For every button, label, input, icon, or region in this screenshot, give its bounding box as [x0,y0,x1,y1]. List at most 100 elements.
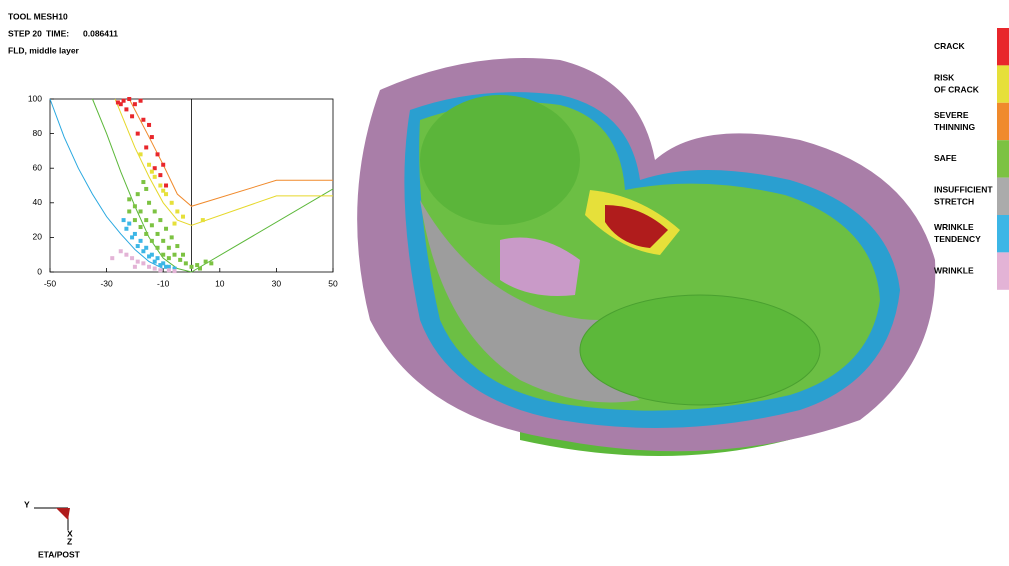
fld-curve [115,99,333,225]
strain-point [173,253,177,257]
strain-point [156,232,160,236]
strain-point [136,260,140,264]
strain-point [181,215,185,219]
fld-curve [92,99,333,272]
strain-point [144,145,148,149]
strain-point [153,175,157,179]
x-tick-label: -50 [44,278,57,288]
strain-point [158,268,162,272]
strain-point [133,232,137,236]
y-tick-label: 20 [33,232,43,242]
subtitle: FLD, middle layer [8,45,80,55]
strain-point [147,123,151,127]
strain-point [127,209,131,213]
y-tick-label: 60 [33,162,43,172]
strain-point [190,265,194,269]
legend-swatch [997,215,1009,252]
strain-point [133,265,137,269]
legend-label: RISK [934,72,955,82]
strain-point [139,239,143,243]
strain-point [141,261,145,265]
strain-point [158,218,162,222]
strain-point [161,163,165,167]
strain-point [119,102,123,106]
strain-point [158,173,162,177]
strain-point [141,118,145,122]
triad-y-label: Y [24,499,30,509]
strain-point [122,218,126,222]
strain-point [150,253,154,257]
strain-point [130,256,134,260]
strain-point [195,263,199,267]
strain-point [136,132,140,136]
legend-swatch [997,178,1009,215]
fld-curve [129,99,333,206]
strain-point [156,256,160,260]
floor [580,295,820,405]
strain-point [139,152,143,156]
triad-marker [56,508,70,520]
strain-point [139,225,143,229]
x-tick-label: -10 [157,278,170,288]
strain-point [147,201,151,205]
time-value: 0.086411 [83,28,118,38]
strain-point [144,232,148,236]
legend-label: WRINKLE [934,265,974,275]
strain-point [133,102,137,106]
legend-swatch [997,252,1009,289]
strain-point [170,235,174,239]
strain-point [133,218,137,222]
strain-point [139,99,143,103]
strain-point [153,209,157,213]
y-tick-label: 100 [28,93,42,103]
fld-curve [50,99,163,269]
strain-point [164,192,168,196]
strain-point [147,163,151,167]
screen: TOOL MESH10 STEP 20 TIME: 0.086411 FLD, … [0,0,1009,561]
strain-point [161,261,165,265]
strain-point [130,114,134,118]
strain-point [164,184,168,188]
strain-point [204,260,208,264]
strain-point [167,268,171,272]
legend-label: THINNING [934,122,975,132]
legend-swatch [997,103,1009,140]
step-label: STEP 20 [8,28,42,38]
strain-point [161,253,165,257]
strain-point [144,246,148,250]
legend-swatch [997,140,1009,177]
part-render [357,58,935,456]
dome [420,95,580,225]
legend-label: SAFE [934,153,957,163]
strain-point [127,197,131,201]
legend-label: CRACK [934,41,966,51]
strain-point [175,244,179,248]
legend-label: INSUFFICIENT [934,185,993,195]
strain-point [167,256,171,260]
strain-point [153,166,157,170]
strain-point [127,97,131,101]
strain-point [153,267,157,271]
strain-point [141,180,145,184]
strain-point [173,222,177,226]
x-tick-label: 30 [272,278,282,288]
strain-point [130,235,134,239]
strain-point [136,192,140,196]
strain-point [156,246,160,250]
strain-point [144,187,148,191]
legend-swatch [997,65,1009,102]
strain-point [141,249,145,253]
strain-point [139,209,143,213]
strain-point [170,201,174,205]
strain-point [161,239,165,243]
strain-point [198,267,202,271]
legend-label: OF CRACK [934,84,980,94]
footer: ETA/POST [38,549,81,559]
strain-point [209,261,213,265]
time-label: TIME: [46,28,69,38]
strain-point [147,265,151,269]
strain-point [150,239,154,243]
legend-label: STRETCH [934,197,974,207]
mesh-title: TOOL MESH10 [8,11,68,21]
